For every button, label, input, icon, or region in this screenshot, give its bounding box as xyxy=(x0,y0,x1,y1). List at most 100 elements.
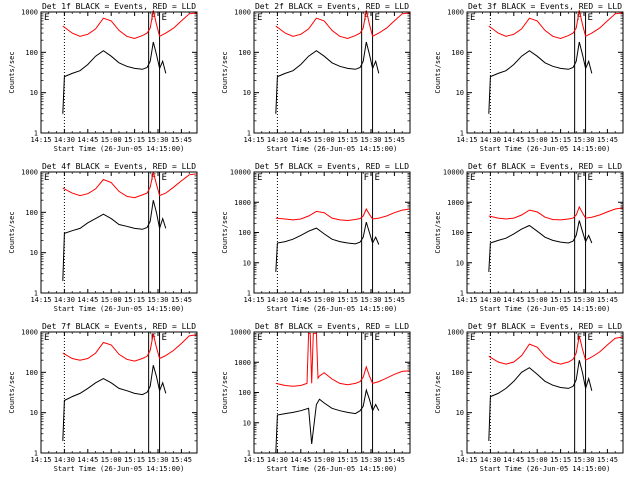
y-tick-label: 1000 xyxy=(234,199,251,207)
lld-series-line xyxy=(275,207,411,222)
panel-det-2: Det 2f BLACK = Events, RED = LLD Counts/s… xyxy=(221,2,411,153)
panel-title: Det 8f BLACK = Events, RED = LLD xyxy=(255,322,409,331)
interval-marker-e: E xyxy=(588,173,593,183)
panel-title: Det 1f BLACK = Events, RED = LLD xyxy=(42,2,196,11)
plot-frame xyxy=(40,171,198,294)
x-tick-label: 15:00 xyxy=(314,136,335,144)
lld-series-line xyxy=(275,332,411,387)
panel-det-6: Det 6f BLACK = Events, RED = LLD Counts/s… xyxy=(434,162,624,313)
x-tick-label: 15:30 xyxy=(573,296,594,304)
x-tick-label: 14:45 xyxy=(290,296,311,304)
events-series-line xyxy=(488,220,593,272)
lld-series-line xyxy=(488,10,624,40)
x-tick-label: 14:15 xyxy=(243,456,264,464)
interval-marker-e: E xyxy=(470,173,475,183)
x-tick-label: 15:15 xyxy=(124,456,145,464)
interval-marker-e: E xyxy=(375,173,380,183)
x-tick-label: 15:30 xyxy=(573,136,594,144)
x-tick-label: 15:00 xyxy=(527,296,548,304)
x-tick-label: 15:30 xyxy=(360,456,381,464)
x-tick-label: 14:45 xyxy=(290,136,311,144)
y-tick-label: 1 xyxy=(247,450,251,458)
interval-marker-f: F xyxy=(151,173,156,183)
x-tick-label: 15:30 xyxy=(360,296,381,304)
interval-marker-e: E xyxy=(162,173,167,183)
x-tick-label: 15:15 xyxy=(124,296,145,304)
x-tick-label: 14:30 xyxy=(54,136,75,144)
y-tick-label: 1000 xyxy=(447,199,464,207)
panel-det-7: Det 7f BLACK = Events, RED = LLD Counts/s… xyxy=(8,322,198,473)
lld-series-line xyxy=(488,335,624,365)
x-tick-label: 15:30 xyxy=(147,136,168,144)
y-axis-label: Counts/sec xyxy=(434,371,442,413)
interval-marker-e: E xyxy=(162,333,167,343)
y-tick-label: 100 xyxy=(451,229,464,237)
x-tick-label: 14:30 xyxy=(480,456,501,464)
x-tick-label: 15:15 xyxy=(124,136,145,144)
interval-marker-f: F xyxy=(577,173,582,183)
x-axis-label: Start Time (26-Jun-05 14:15:00) xyxy=(480,145,611,153)
interval-marker-e: E xyxy=(257,333,262,343)
x-tick-label: 15:45 xyxy=(597,456,618,464)
x-tick-label: 14:45 xyxy=(503,456,524,464)
lld-series-line xyxy=(62,10,198,40)
x-tick-label: 15:00 xyxy=(314,296,335,304)
plot-frame xyxy=(253,171,411,294)
x-tick-label: 14:15 xyxy=(30,456,51,464)
y-tick-label: 1 xyxy=(247,290,251,298)
y-axis-label: Counts/sec xyxy=(8,371,16,413)
y-tick-label: 1 xyxy=(34,130,38,138)
y-tick-label: 10 xyxy=(456,409,464,417)
plot-frame xyxy=(40,11,198,134)
panel-det-9: Det 9f BLACK = Events, RED = LLD Counts/s… xyxy=(434,322,624,473)
interval-marker-e: E xyxy=(257,173,262,183)
x-tick-label: 14:45 xyxy=(290,456,311,464)
x-tick-label: 14:45 xyxy=(77,296,98,304)
panel-det-5: Det 5f BLACK = Events, RED = LLD Counts/s… xyxy=(221,162,411,313)
x-tick-label: 15:00 xyxy=(101,296,122,304)
y-tick-label: 100 xyxy=(238,229,251,237)
x-tick-label: 14:30 xyxy=(267,296,288,304)
x-tick-label: 15:00 xyxy=(101,456,122,464)
x-tick-label: 14:15 xyxy=(456,296,477,304)
y-tick-label: 100 xyxy=(451,369,464,377)
y-tick-label: 10 xyxy=(243,259,251,267)
interval-marker-e: E xyxy=(44,13,49,23)
y-tick-label: 10 xyxy=(243,419,251,427)
x-tick-label: 15:45 xyxy=(171,136,192,144)
interval-marker-e: E xyxy=(44,173,49,183)
x-tick-label: 15:15 xyxy=(550,136,571,144)
x-tick-label: 15:45 xyxy=(597,296,618,304)
events-series-line xyxy=(62,365,167,441)
x-axis-label: Start Time (26-Jun-05 14:15:00) xyxy=(267,465,398,473)
lld-series-line xyxy=(62,333,198,362)
y-tick-label: 100 xyxy=(451,49,464,57)
interval-marker-f: F xyxy=(364,173,369,183)
x-tick-label: 15:00 xyxy=(314,456,335,464)
interval-marker-e: E xyxy=(375,333,380,343)
interval-marker-f: F xyxy=(364,333,369,343)
y-tick-label: 1 xyxy=(34,290,38,298)
x-tick-label: 15:30 xyxy=(147,296,168,304)
y-tick-label: 1 xyxy=(460,450,464,458)
y-tick-label: 10 xyxy=(30,89,38,97)
y-tick-label: 100 xyxy=(25,209,38,217)
plot-frame xyxy=(253,331,411,454)
panel-title: Det 2f BLACK = Events, RED = LLD xyxy=(255,2,409,11)
panel-title: Det 7f BLACK = Events, RED = LLD xyxy=(42,322,196,331)
interval-marker-e: E xyxy=(257,13,262,23)
interval-marker-e: E xyxy=(588,333,593,343)
plot-frame xyxy=(253,11,411,134)
x-tick-label: 14:45 xyxy=(503,136,524,144)
y-tick-label: 1000 xyxy=(447,329,464,337)
y-tick-label: 10 xyxy=(243,89,251,97)
events-series-line xyxy=(62,41,167,114)
x-tick-label: 14:45 xyxy=(77,456,98,464)
interval-marker-f: F xyxy=(577,13,582,23)
plot-frame xyxy=(466,331,624,454)
x-tick-label: 14:45 xyxy=(503,296,524,304)
y-axis-label: Counts/sec xyxy=(8,51,16,93)
x-tick-label: 15:15 xyxy=(550,296,571,304)
